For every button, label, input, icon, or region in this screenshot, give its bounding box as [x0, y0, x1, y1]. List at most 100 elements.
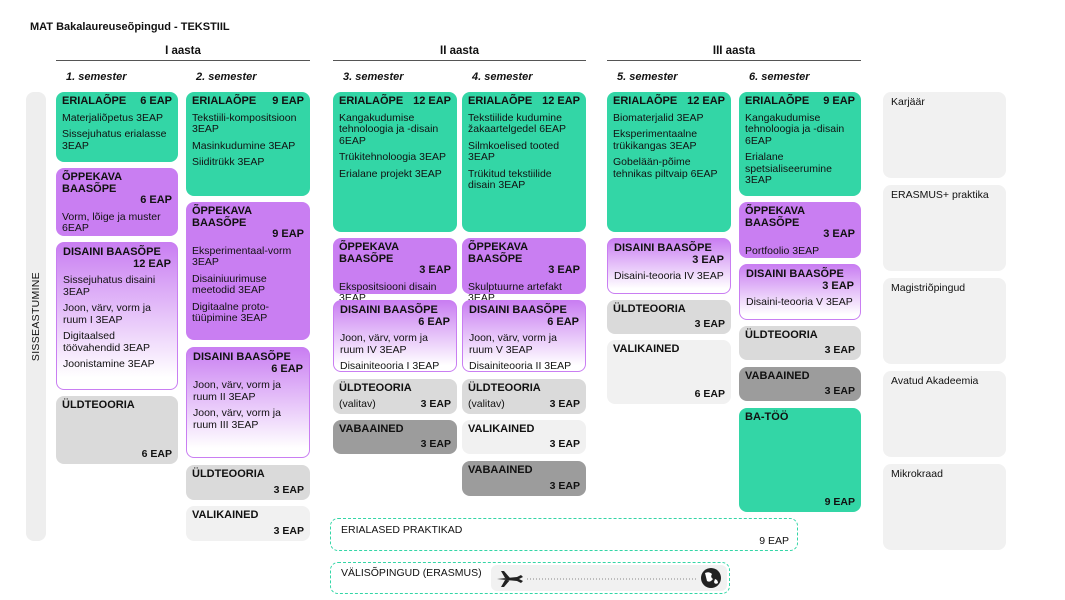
practice-box: ERIALASED PRAKTIKAD 9 EAP	[330, 518, 798, 551]
block-heading: ÕPPEKAVA BAASÕPE	[192, 205, 252, 229]
course-item: Vorm, lõige ja muster 6EAP	[62, 210, 161, 234]
course-block: BA-TÖÖ 9 EAP	[739, 408, 861, 512]
block-footer: (valitav) 3 EAP	[468, 398, 580, 411]
course-item: Tekstiilide kudumine žakaartelgedel 6EAP	[468, 111, 567, 135]
block-eap: 6 EAP	[140, 194, 172, 206]
semester-label: 3. semester	[343, 71, 404, 83]
block-eap: 3 EAP	[273, 483, 304, 496]
course-item: Skulptuurne artefakt 3EAP	[468, 280, 562, 304]
next-step: ERASMUS+ praktika	[883, 185, 1006, 271]
block-eap: 6 EAP	[141, 447, 172, 460]
block-footer: 3 EAP	[468, 438, 580, 451]
course-item: Portfoolio 3EAP	[745, 244, 820, 257]
block-heading: BA-TÖÖ	[745, 411, 789, 423]
block-heading: ÕPPEKAVA BAASÕPE	[468, 241, 528, 265]
block-eap: 3 EAP	[824, 343, 855, 356]
semester-label: 2. semester	[196, 71, 257, 83]
block-header: ERIALAÕPE 12 EAP	[613, 95, 725, 108]
next-step: Avatud Akadeemia	[883, 371, 1006, 457]
year-label: II aasta	[333, 45, 586, 61]
course-item: Sissejuhatus erialasse 3EAP	[62, 128, 167, 152]
block-eap: 3 EAP	[420, 397, 451, 410]
block-header: ÕPPEKAVA BAASÕPE 3 EAP	[468, 241, 580, 277]
course-block: ÜLDTEOORIA (valitav) 3 EAP	[333, 379, 457, 414]
course-item: Joon, värv, vorm ja ruum III 3EAP	[193, 407, 281, 431]
block-heading: ERIALAÕPE	[192, 95, 257, 107]
course-block: ÜLDTEOORIA 3 EAP	[186, 465, 310, 500]
block-heading: DISAINI BAASÕPE	[614, 242, 712, 254]
course-item: Joon, värv, vorm ja ruum I 3EAP	[63, 302, 151, 326]
block-header: DISAINI BAASÕPE 6 EAP	[193, 351, 303, 375]
course-block: ÕPPEKAVA BAASÕPE 6 EAP Vorm, lõige ja must…	[56, 168, 178, 236]
block-footer: 9 EAP	[745, 495, 855, 509]
block-eap: 3 EAP	[548, 264, 580, 276]
block-header: ERIALAÕPE 9 EAP	[745, 95, 855, 108]
next-step: Magistriõpingud	[883, 278, 1006, 364]
block-footer: (valitav) 3 EAP	[339, 397, 451, 411]
course-block: ERIALAÕPE 9 EAP Kangakudumise tehnoloogia …	[739, 92, 861, 196]
course-block: VABAAINED 3 EAP	[333, 420, 457, 454]
exchange-track	[491, 565, 727, 591]
exchange-icons	[491, 565, 727, 591]
block-heading: ÜLDTEOORIA	[62, 399, 135, 411]
block-heading: DISAINI BAASÕPE	[193, 351, 291, 363]
block-footer: 6 EAP	[613, 387, 725, 401]
block-heading: DISAINI BAASÕPE	[469, 304, 567, 316]
block-eap: 6 EAP	[271, 362, 303, 375]
course-block: DISAINI BAASÕPE 12 EAP Sissejuhatus disain…	[56, 242, 178, 390]
course-item: Joonistamine 3EAP	[63, 358, 155, 370]
course-block: DISAINI BAASÕPE 3 EAP Disaini-teooria IV 3…	[607, 238, 731, 294]
block-header: ERIALAÕPE 12 EAP	[339, 95, 451, 108]
block-heading: VALIKAINED	[192, 509, 259, 521]
course-block: ERIALAÕPE 9 EAP Tekstiili-kompositsioon 3E…	[186, 92, 310, 196]
course-block: ÕPPEKAVA BAASÕPE 3 EAP Portfoolio 3EAP	[739, 202, 861, 258]
block-eap: 12 EAP	[687, 95, 725, 107]
course-item: Materjaliõpetus 3EAP	[62, 111, 163, 124]
block-heading: ERIALAÕPE	[468, 95, 533, 107]
exchange-box: VÄLISÕPINGUD (ERASMUS)	[330, 562, 730, 594]
block-eap: 3 EAP	[419, 264, 451, 276]
course-item: Ekspositsiooni disain 3EAP	[339, 280, 437, 304]
course-block: VALIKAINED 3 EAP	[462, 420, 586, 454]
course-block: ÜLDTEOORIA 6 EAP	[56, 396, 178, 464]
block-header: DISAINI BAASÕPE 3 EAP	[746, 268, 854, 292]
admission-label: SISSEASTUMINE	[30, 271, 42, 362]
course-block: DISAINI BAASÕPE 6 EAP Joon, värv, vorm ja …	[186, 347, 310, 458]
block-header: DISAINI BAASÕPE 12 EAP	[63, 246, 171, 270]
block-header: DISAINI BAASÕPE 3 EAP	[614, 242, 724, 266]
course-block: DISAINI BAASÕPE 6 EAP Joon, värv, vorm ja …	[333, 300, 457, 372]
block-eap: 12 EAP	[542, 95, 580, 107]
block-eap: 9 EAP	[272, 95, 304, 107]
block-eap: 3 EAP	[420, 437, 451, 450]
semester-label: 4. semester	[472, 71, 533, 83]
block-heading: VALIKAINED	[613, 343, 680, 355]
block-eap: 12 EAP	[413, 95, 451, 107]
block-eap: 6 EAP	[694, 387, 725, 400]
block-eap: 6 EAP	[418, 315, 450, 328]
course-block: ERIALAÕPE 12 EAP Kangakudumise tehnoloogia…	[333, 92, 457, 232]
course-block: ERIALAÕPE 6 EAP Materjaliõpetus 3EAP Sissej…	[56, 92, 178, 162]
block-eap: 3 EAP	[694, 317, 725, 330]
block-eap: 9 EAP	[824, 495, 855, 508]
course-item: Disainiteooria II 3EAP	[469, 360, 572, 372]
block-footer: 3 EAP	[613, 317, 725, 331]
course-item: Disaini-teooria V 3EAP	[746, 296, 853, 308]
course-item: Digitaalsed töövahendid 3EAP	[63, 330, 150, 354]
course-block: ÕPPEKAVA BAASÕPE 3 EAP Skulptuurne artefak…	[462, 238, 586, 304]
course-block: ÜLDTEOORIA (valitav) 3 EAP	[462, 379, 586, 414]
block-eap: 3 EAP	[273, 524, 304, 537]
year-label: III aasta	[607, 45, 861, 61]
block-header: DISAINI BAASÕPE 6 EAP	[469, 304, 579, 328]
course-item: Erialane projekt 3EAP	[339, 167, 442, 180]
block-header: ERIALAÕPE 12 EAP	[468, 95, 580, 108]
plane-icon	[497, 571, 523, 587]
course-item: Tekstiili-kompositsioon 3EAP	[192, 111, 297, 135]
block-footer: 3 EAP	[339, 437, 451, 451]
block-heading: DISAINI BAASÕPE	[63, 246, 161, 258]
block-header: ERIALAÕPE 6 EAP	[62, 95, 172, 108]
course-item: Joon, värv, vorm ja ruum IV 3EAP	[340, 332, 428, 356]
block-heading: DISAINI BAASÕPE	[340, 304, 438, 316]
block-eap: 12 EAP	[133, 257, 171, 270]
course-block: ERIALAÕPE 12 EAP Tekstiilide kudumine žaka…	[462, 92, 586, 232]
